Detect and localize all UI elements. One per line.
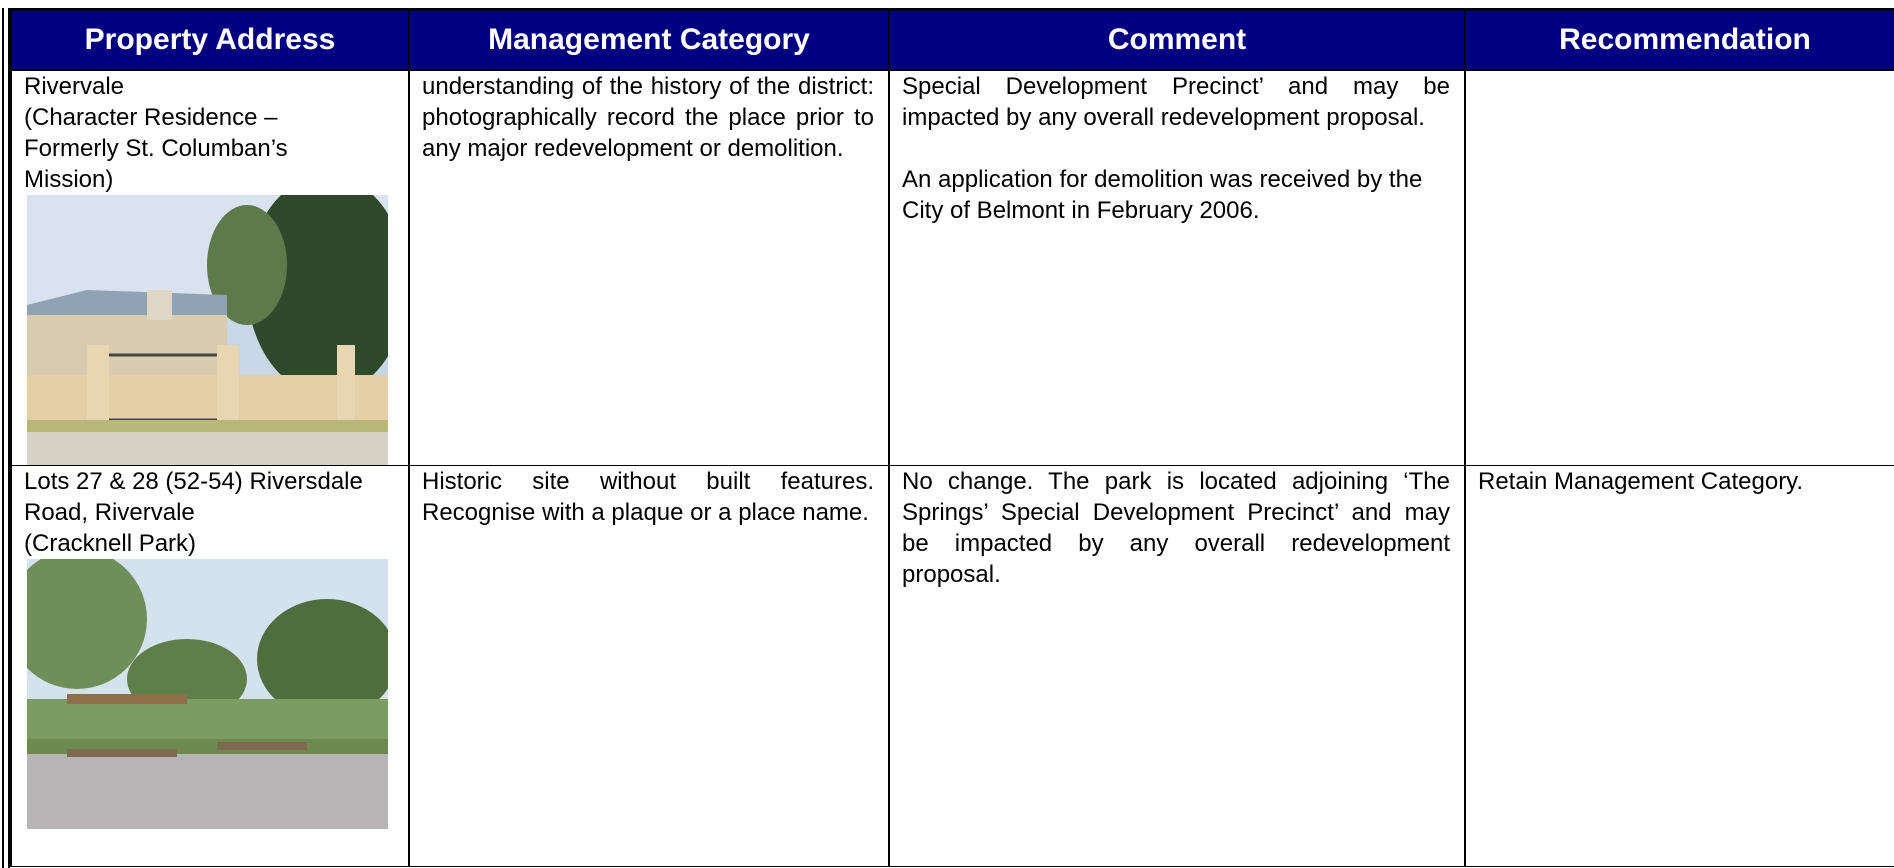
comment-cell: No change. The park is located adjoining… — [888, 465, 1466, 867]
heritage-table: Property Address Management Category Com… — [10, 8, 1894, 867]
header-row: Property Address Management Category Com… — [10, 8, 1894, 71]
comment-text: An application for demolition was receiv… — [902, 166, 1423, 224]
photo — [27, 195, 388, 465]
recommendation-cell: Retain Management Category. — [1464, 465, 1894, 867]
table-row: Rivervale (Character Residence – Formerl… — [10, 69, 1894, 466]
address-line: (Cracknell Park) — [24, 530, 197, 557]
category-cell: Historic site without built features. Re… — [408, 465, 890, 867]
address-cell: Lots 27 & 28 (52-54) Riversdale Road, Ri… — [10, 465, 410, 867]
photo — [27, 559, 388, 829]
comment-cell: Special Development Precinct’ and may be… — [888, 69, 1466, 466]
comment-text: No change. The park is located adjoining… — [902, 468, 1450, 588]
recommendation-cell — [1464, 69, 1894, 466]
header-cell: Management Category — [408, 8, 890, 71]
header-cell: Property Address — [10, 8, 410, 71]
recommendation-text: Retain Management Category. — [1478, 468, 1804, 495]
category-cell: understanding of the history of the dist… — [408, 69, 890, 466]
address-cell: Rivervale (Character Residence – Formerl… — [10, 69, 410, 466]
header-cell: Recommendation — [1464, 8, 1894, 71]
header-cell: Comment — [888, 8, 1466, 71]
address-line: Lots 27 & 28 (52-54) Riversdale Road, Ri… — [24, 468, 363, 526]
comment-text: Special Development Precinct’ and may be… — [902, 73, 1450, 131]
address-line: Rivervale — [24, 73, 125, 100]
category-text: Historic site without built features. Re… — [422, 468, 874, 526]
category-text: understanding of the history of the dist… — [422, 73, 874, 162]
address-line: (Character Residence – Formerly St. Colu… — [24, 104, 288, 193]
page-border — [2, 8, 10, 868]
table-row: Lots 27 & 28 (52-54) Riversdale Road, Ri… — [10, 465, 1894, 867]
